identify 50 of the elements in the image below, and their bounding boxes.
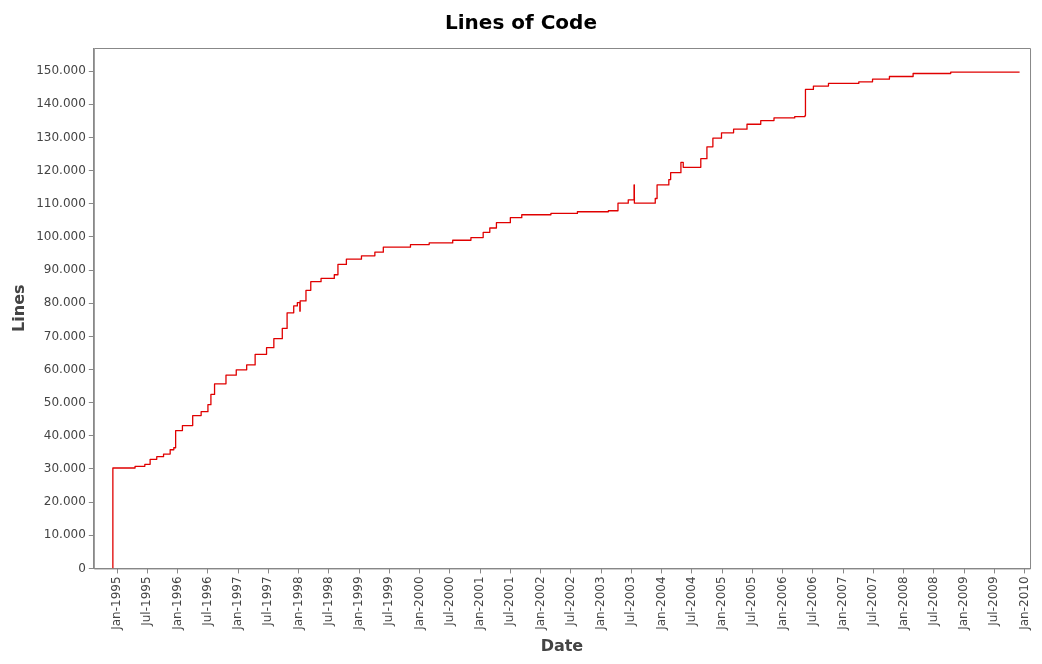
y-tick-label: 80.000	[43, 295, 86, 310]
x-tick-label: Jan-1999	[351, 576, 366, 631]
x-axis-title: Date	[540, 635, 584, 655]
x-tick-label: Jan-1996	[169, 576, 184, 631]
x-tick-label: Jan-2009	[956, 576, 971, 631]
y-tick-label: 0	[78, 560, 86, 575]
y-tick-label: 20.000	[43, 494, 86, 509]
x-tick-label: Jul-2006	[804, 576, 819, 627]
y-tick-label: 30.000	[43, 461, 86, 476]
y-tick-label: 150.000	[36, 63, 86, 78]
x-tick-label: Jul-2000	[441, 576, 456, 627]
x-tick-label: Jul-1999	[381, 576, 396, 627]
x-tick-label: Jul-2009	[986, 576, 1001, 627]
x-tick-label: Jul-1996	[199, 576, 214, 627]
y-tick-label: 110.000	[36, 195, 86, 210]
x-tick-label: Jan-1995	[109, 576, 124, 631]
y-tick-label: 50.000	[43, 394, 86, 409]
x-tick-label: Jan-2002	[532, 576, 547, 631]
x-tick-label: Jul-1998	[320, 576, 335, 627]
x-tick-label: Jul-2003	[623, 576, 638, 627]
y-tick-label: 120.000	[36, 162, 86, 177]
x-tick-label: Jan-2005	[714, 576, 729, 631]
y-tick-label: 140.000	[36, 96, 86, 111]
x-tick-label: Jan-2001	[472, 576, 487, 631]
x-tick-label: Jan-1998	[290, 576, 305, 631]
x-tick-label: Jul-2007	[865, 576, 880, 627]
y-tick-label: 10.000	[43, 527, 86, 542]
x-tick-label: Jul-2001	[502, 576, 517, 627]
x-tick-label: Jul-2004	[683, 576, 698, 627]
y-tick-label: 40.000	[43, 427, 86, 442]
x-tick-label: Jul-2005	[744, 576, 759, 627]
x-tick-label: Jul-2008	[925, 576, 940, 627]
y-tick-label: 130.000	[36, 129, 86, 144]
x-tick-label: Jan-2010	[1016, 576, 1031, 631]
x-tick-label: Jan-2007	[835, 576, 850, 631]
x-tick-label: Jul-1995	[139, 576, 154, 627]
y-tick-label: 60.000	[43, 361, 86, 376]
y-tick-label: 90.000	[43, 262, 86, 277]
y-tick-label: 70.000	[43, 328, 86, 343]
x-tick-label: Jan-2003	[593, 576, 608, 631]
x-tick-label: Jul-1997	[260, 576, 275, 627]
x-tick-label: Jan-2000	[411, 576, 426, 631]
x-tick-label: Jan-2004	[653, 576, 668, 631]
x-tick-label: Jul-2002	[562, 576, 577, 627]
x-tick-label: Jan-2008	[895, 576, 910, 631]
x-tick-label: Jan-1997	[230, 576, 245, 631]
x-tick-label: Jan-2006	[774, 576, 789, 631]
chart-title: Lines of Code	[445, 10, 597, 35]
y-axis-title: Lines	[8, 284, 28, 332]
y-tick-label: 100.000	[36, 229, 86, 244]
